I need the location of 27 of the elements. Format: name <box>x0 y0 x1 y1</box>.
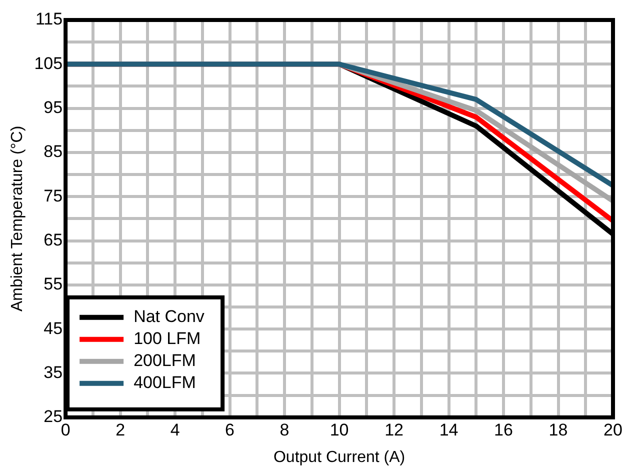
y-tick-label: 75 <box>44 186 63 206</box>
y-tick-label: 25 <box>44 407 63 426</box>
x-tick-label: 0 <box>60 420 70 440</box>
y-axis-title: Ambient Temperature (°C) <box>9 126 26 312</box>
x-tick-label: 20 <box>604 420 622 440</box>
x-axis-title: Output Current (A) <box>273 448 406 466</box>
x-tick-label: 14 <box>439 420 458 440</box>
legend-label: 400LFM <box>134 373 196 392</box>
y-tick-label: 85 <box>44 142 63 162</box>
legend-label: 200LFM <box>134 351 196 370</box>
x-tick-label: 2 <box>116 420 126 440</box>
x-tick-label: 12 <box>384 420 404 440</box>
legend-label: Nat Conv <box>134 307 205 326</box>
y-tick-label: 55 <box>44 274 63 294</box>
x-tick-label: 16 <box>494 420 513 440</box>
x-tick-label: 4 <box>170 420 180 440</box>
x-tick-label: 18 <box>548 420 568 440</box>
y-tick-label: 105 <box>34 54 63 73</box>
y-tick-label: 65 <box>44 230 63 250</box>
x-tick-label: 8 <box>280 420 290 440</box>
x-tick-label: 10 <box>330 420 349 440</box>
y-tick-label: 35 <box>44 362 63 382</box>
legend-label: 100 LFM <box>134 329 201 348</box>
x-tick-label: 6 <box>225 420 235 440</box>
y-tick-label: 95 <box>44 98 63 117</box>
y-tick-label: 45 <box>44 318 63 338</box>
y-tick-label: 115 <box>35 10 63 29</box>
